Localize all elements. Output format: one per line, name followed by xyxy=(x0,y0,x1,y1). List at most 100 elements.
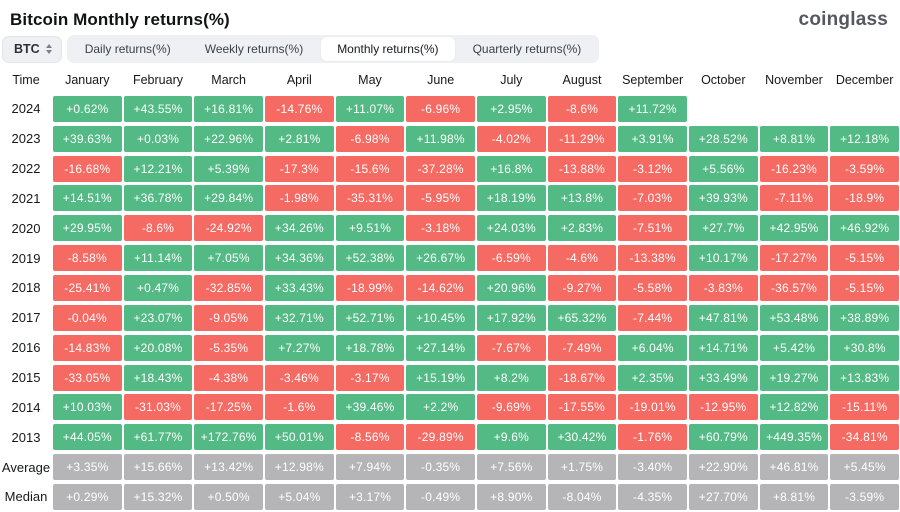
return-cell: +22.96% xyxy=(194,125,263,152)
return-cell: -12.95% xyxy=(688,394,758,421)
return-cell: -5.15% xyxy=(830,245,899,272)
return-cell: -7.49% xyxy=(547,334,617,361)
return-cell: +10.03% xyxy=(53,394,122,421)
return-cell: +2.81% xyxy=(264,125,334,152)
return-cell: +1.75% xyxy=(547,454,617,481)
return-cell: -14.83% xyxy=(53,334,122,361)
return-cell: +36.78% xyxy=(123,185,193,212)
return-cell: +20.08% xyxy=(123,334,193,361)
return-cell: +16.8% xyxy=(476,155,546,182)
row-label: 2015 xyxy=(11,370,41,386)
return-cell: +22.90% xyxy=(688,454,758,481)
table-row-2015: 2015 -33.05% +18.43% -4.38% -3.46% -3.17% +15.… xyxy=(0,363,900,393)
row-label: Average xyxy=(1,459,51,475)
return-cell: -25.41% xyxy=(53,274,122,301)
return-cell: +6.04% xyxy=(618,334,687,361)
empty-cell xyxy=(760,96,829,122)
return-cell: +61.77% xyxy=(123,424,193,451)
return-cell: +24.03% xyxy=(476,215,546,242)
return-cell: -5.95% xyxy=(406,185,475,212)
table-row-2021: 2021 +14.51% +36.78% +29.84% -1.98% -35.31% -5… xyxy=(0,184,900,214)
return-cell: -8.04% xyxy=(547,483,617,510)
return-cell: -6.98% xyxy=(335,125,405,152)
return-cell: +3.17% xyxy=(335,483,405,510)
return-cell: -3.46% xyxy=(264,364,334,391)
empty-cell xyxy=(830,96,899,122)
return-cell: +2.95% xyxy=(476,95,546,122)
return-cell: -18.9% xyxy=(830,185,899,212)
return-cell: -6.96% xyxy=(406,95,475,122)
return-cell: +449.35% xyxy=(759,424,829,451)
return-cell: +7.56% xyxy=(476,454,546,481)
return-cell: +2.35% xyxy=(618,364,687,391)
return-cell: +13.83% xyxy=(830,364,899,391)
return-cell: +52.38% xyxy=(335,245,405,272)
return-cell: +11.98% xyxy=(406,125,475,152)
row-label: 2023 xyxy=(11,131,41,147)
return-cell: +5.42% xyxy=(759,334,829,361)
coinglass-logo[interactable]: coinglass xyxy=(798,8,888,30)
return-cell: +3.35% xyxy=(53,454,122,481)
return-cell: -36.57% xyxy=(759,274,829,301)
return-cell: +27.14% xyxy=(406,334,475,361)
row-label: 2021 xyxy=(11,190,41,206)
row-label: Median xyxy=(4,489,48,505)
tab-quarterly-returns[interactable]: Quarterly returns(%) xyxy=(457,37,598,61)
return-cell: -4.38% xyxy=(194,364,263,391)
return-cell: -3.12% xyxy=(618,155,687,182)
return-cell: +29.95% xyxy=(53,215,122,242)
return-cell: +0.47% xyxy=(123,274,193,301)
return-cell: -1.98% xyxy=(264,185,334,212)
return-cell: +32.71% xyxy=(264,304,334,331)
return-cell: -7.51% xyxy=(618,215,687,242)
return-cell: -7.03% xyxy=(618,185,687,212)
return-cell: +23.07% xyxy=(123,304,193,331)
return-cell: +9.51% xyxy=(335,215,405,242)
return-cell: -35.31% xyxy=(335,185,405,212)
return-cell: +12.82% xyxy=(759,394,829,421)
return-cell: +33.49% xyxy=(688,364,758,391)
return-cell: -33.05% xyxy=(53,364,122,391)
return-cell: +12.98% xyxy=(264,454,334,481)
return-cell: +15.32% xyxy=(123,483,193,510)
table-row-2024: 2024 +0.62% +43.55% +16.81% -14.76% +11.07% -6… xyxy=(0,94,900,124)
return-cell: -8.58% xyxy=(53,245,122,272)
return-cell: -13.88% xyxy=(547,155,617,182)
return-cell: +7.94% xyxy=(335,454,405,481)
return-cell: -14.62% xyxy=(406,274,475,301)
return-cell: +33.43% xyxy=(264,274,334,301)
return-cell: +13.42% xyxy=(194,454,263,481)
tab-daily-returns[interactable]: Daily returns(%) xyxy=(69,37,187,61)
return-cell: -17.55% xyxy=(547,394,617,421)
return-cell: +38.89% xyxy=(830,304,899,331)
return-cell: +5.39% xyxy=(194,155,263,182)
return-cell: +5.45% xyxy=(830,454,899,481)
return-cell: +50.01% xyxy=(264,424,334,451)
return-cell: +39.63% xyxy=(53,125,122,152)
symbol-select[interactable]: BTC xyxy=(2,35,62,63)
return-cell: +8.81% xyxy=(759,125,829,152)
return-cell: +12.18% xyxy=(830,125,899,152)
return-cell: +29.84% xyxy=(194,185,263,212)
return-cell: -6.59% xyxy=(476,245,546,272)
row-label: 2019 xyxy=(11,250,41,266)
column-header-time: Time xyxy=(12,73,40,87)
tab-group: Daily returns(%) Weekly returns(%) Monthly… xyxy=(66,35,600,63)
return-cell: +60.79% xyxy=(688,424,758,451)
return-cell: -5.58% xyxy=(618,274,687,301)
return-cell: -3.59% xyxy=(830,483,899,510)
returns-table: Time January February March April May June Jul… xyxy=(0,67,900,512)
return-cell: -14.76% xyxy=(264,95,334,122)
return-cell: -18.99% xyxy=(335,274,405,301)
row-label: 2020 xyxy=(11,220,41,236)
return-cell: -7.11% xyxy=(759,185,829,212)
table-row-median: Median +0.29% +15.32% +0.50% +5.04% +3.17% -0.… xyxy=(0,482,900,512)
tab-weekly-returns[interactable]: Weekly returns(%) xyxy=(189,37,319,61)
return-cell: -3.59% xyxy=(830,155,899,182)
return-cell: +8.90% xyxy=(476,483,546,510)
return-cell: +5.56% xyxy=(688,155,758,182)
topbar: Bitcoin Monthly returns(%) coinglass xyxy=(0,0,900,34)
return-cell: -17.27% xyxy=(759,245,829,272)
tab-monthly-returns[interactable]: Monthly returns(%) xyxy=(321,37,455,61)
